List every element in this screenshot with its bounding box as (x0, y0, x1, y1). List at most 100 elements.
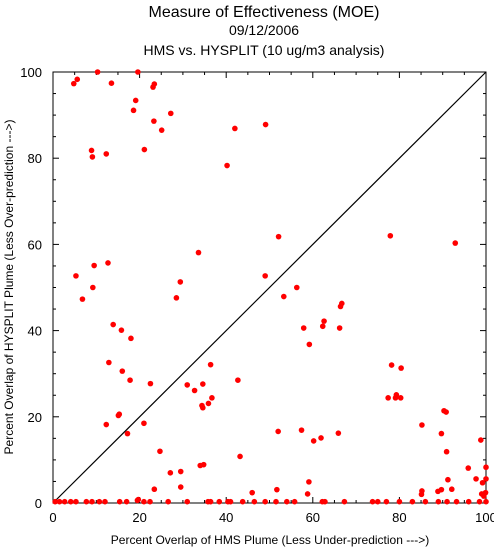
data-point (151, 81, 158, 87)
data-point (306, 341, 313, 348)
x-tick-label: 60 (306, 510, 320, 525)
data-point (478, 491, 485, 497)
data-point (304, 491, 311, 497)
data-point (262, 498, 268, 505)
data-point (135, 69, 141, 75)
data-point (448, 486, 455, 493)
data-point (237, 453, 243, 460)
data-point (374, 498, 381, 505)
data-point (335, 430, 342, 436)
data-point (205, 400, 212, 407)
data-point (275, 233, 282, 240)
chart-title: Measure of Effectiveness (MOE) (149, 4, 380, 21)
data-point (141, 146, 148, 153)
data-point (151, 486, 158, 493)
data-point (293, 284, 300, 291)
data-point (216, 498, 223, 505)
y-tick-label: 100 (20, 65, 42, 80)
data-point (83, 498, 90, 505)
data-point (209, 395, 215, 401)
axis-ticks: 0 20 40 60 80 100 0 20 40 60 80 100 (20, 65, 494, 525)
data-point (318, 435, 324, 441)
data-point (177, 468, 184, 475)
data-point (438, 430, 445, 437)
x-tick-label: 100 (475, 510, 494, 525)
data-point (119, 368, 126, 374)
data-point (476, 498, 483, 505)
data-point (369, 498, 376, 505)
data-point (207, 361, 214, 368)
data-point (205, 498, 211, 505)
data-point (200, 461, 207, 468)
data-point (116, 411, 123, 418)
data-point (94, 69, 101, 75)
data-point (483, 476, 489, 482)
data-point (339, 300, 345, 307)
data-point (280, 293, 287, 300)
data-point (151, 118, 157, 124)
data-point (465, 498, 472, 505)
data-point (284, 498, 290, 505)
data-point (173, 295, 180, 301)
data-point (310, 438, 317, 444)
data-point (262, 273, 268, 279)
data-point (200, 381, 206, 387)
data-point (70, 80, 77, 87)
data-point (435, 498, 442, 505)
data-point (88, 147, 95, 154)
data-point (306, 479, 312, 485)
data-point (147, 498, 153, 505)
data-point (118, 327, 125, 333)
data-point (147, 380, 154, 387)
data-point (103, 421, 110, 428)
data-point (483, 464, 489, 471)
data-point (465, 465, 472, 471)
data-point (385, 395, 391, 401)
data-point (184, 498, 191, 505)
data-point (409, 498, 416, 505)
data-point (103, 151, 110, 157)
data-point (91, 262, 97, 269)
data-point (419, 488, 425, 494)
data-point (443, 448, 450, 455)
data-point (110, 321, 116, 328)
data-point (74, 76, 81, 83)
data-point (128, 335, 134, 342)
data-point (341, 498, 348, 505)
y-axis-label: Percent Overlap of HYSPLIT Plume (Less O… (2, 120, 16, 455)
y-tick-label: 60 (28, 237, 42, 252)
data-point (336, 325, 343, 331)
data-point (141, 498, 147, 505)
data-point (275, 428, 281, 435)
data-point (177, 484, 184, 490)
x-tick-label: 80 (392, 510, 406, 525)
data-point (239, 498, 246, 505)
data-point (90, 284, 96, 291)
data-point (105, 260, 111, 266)
data-point (483, 498, 489, 505)
data-points (52, 69, 489, 505)
data-point (298, 427, 305, 433)
data-point (130, 107, 137, 114)
data-point (123, 498, 130, 505)
data-point (184, 382, 191, 388)
data-point (387, 232, 394, 239)
data-point (124, 430, 131, 437)
x-tick-label: 0 (49, 510, 56, 525)
data-point (67, 498, 74, 505)
data-point (300, 325, 307, 331)
data-point (73, 498, 79, 505)
data-point (453, 498, 460, 505)
data-point (167, 470, 174, 476)
data-point (200, 404, 206, 411)
data-point (422, 498, 429, 505)
chart-subtitle-analysis: HMS vs. HYSPLIT (10 ug/m3 analysis) (144, 42, 385, 58)
data-point (134, 497, 141, 504)
data-point (89, 154, 96, 160)
data-point (262, 121, 269, 128)
data-point (102, 498, 108, 505)
data-point (443, 409, 449, 415)
data-point (319, 323, 326, 330)
data-point (319, 498, 326, 505)
